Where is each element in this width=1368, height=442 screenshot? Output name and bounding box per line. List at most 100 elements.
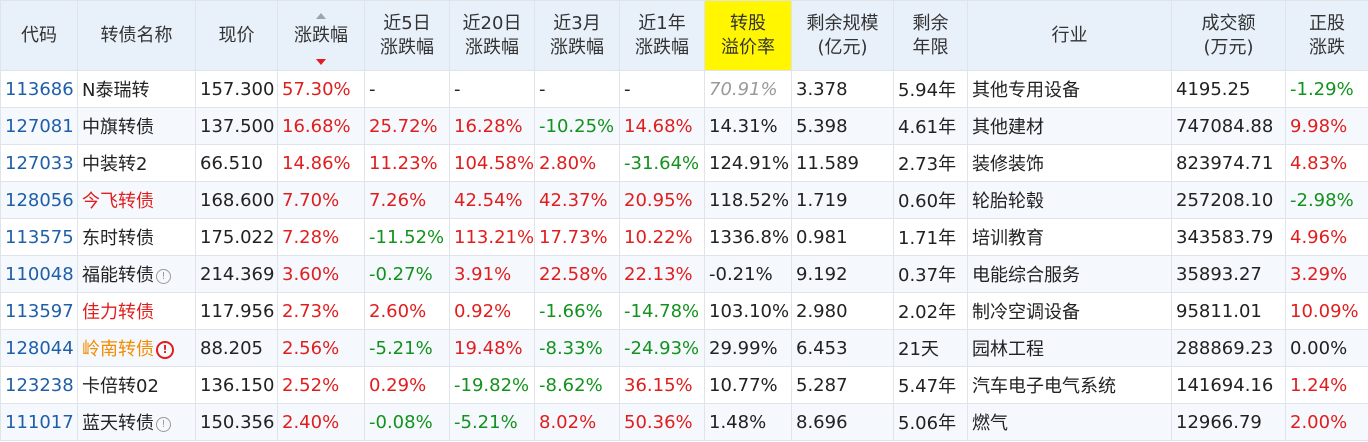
- bond-code[interactable]: 127081: [0, 107, 78, 145]
- header-change[interactable]: 涨跌幅: [277, 0, 365, 71]
- header-stock-change[interactable]: 正股 涨跌: [1285, 0, 1368, 71]
- premium-cell: 124.91%: [704, 144, 792, 182]
- bond-code[interactable]: 113575: [0, 218, 78, 256]
- scale-cell: 11.589: [791, 144, 894, 182]
- chg5d-cell: -0.08%: [364, 403, 450, 441]
- price-cell: 88.205: [195, 329, 278, 367]
- bond-name[interactable]: 中旗转债: [77, 107, 196, 145]
- table-row[interactable]: 128044 岭南转债! 88.205 2.56% -5.21% 19.48% …: [0, 329, 1368, 367]
- info-icon[interactable]: !: [156, 417, 171, 432]
- industry-cell: 电能综合服务: [967, 255, 1172, 293]
- header-industry[interactable]: 行业: [967, 0, 1172, 71]
- table-header-row: 代码 转债名称 现价 涨跌幅 近5日 涨跌幅 近20日 涨跌幅 近3月 涨跌幅 近1年…: [0, 0, 1368, 71]
- bond-name[interactable]: 东时转债: [77, 218, 196, 256]
- chg3m-cell: -10.25%: [534, 107, 620, 145]
- header-years[interactable]: 剩余 年限: [893, 0, 968, 71]
- stock-change-cell: 3.29%: [1285, 255, 1368, 293]
- bond-name[interactable]: 福能转债!: [77, 255, 196, 293]
- header-premium[interactable]: 转股 溢价率: [704, 0, 792, 71]
- chg1y-cell: -24.93%: [619, 329, 705, 367]
- table-row[interactable]: 110048 福能转债! 214.369 3.60% -0.27% 3.91% …: [0, 255, 1368, 293]
- years-cell: 5.06年: [893, 403, 968, 441]
- years-cell: 5.47年: [893, 366, 968, 404]
- bond-code[interactable]: 113686: [0, 70, 78, 108]
- price-cell: 66.510: [195, 144, 278, 182]
- header-chg3m[interactable]: 近3月 涨跌幅: [534, 0, 620, 71]
- chg5d-cell: 25.72%: [364, 107, 450, 145]
- scale-cell: 1.719: [791, 181, 894, 219]
- table-row[interactable]: 113597 佳力转债 117.956 2.73% 2.60% 0.92% -1…: [0, 292, 1368, 330]
- bond-name[interactable]: N泰瑞转: [77, 70, 196, 108]
- bond-name[interactable]: 中装转2: [77, 144, 196, 182]
- stock-change-cell: 4.96%: [1285, 218, 1368, 256]
- chg20d-cell: -5.21%: [449, 403, 535, 441]
- header-name[interactable]: 转债名称: [77, 0, 196, 71]
- chg3m-cell: 2.80%: [534, 144, 620, 182]
- change-cell: 7.70%: [277, 181, 365, 219]
- industry-cell: 装修装饰: [967, 144, 1172, 182]
- table-row[interactable]: 123238 卡倍转02 136.150 2.52% 0.29% -19.82%…: [0, 366, 1368, 404]
- bond-code[interactable]: 128056: [0, 181, 78, 219]
- bond-code[interactable]: 128044: [0, 329, 78, 367]
- scale-cell: 2.980: [791, 292, 894, 330]
- chg20d-cell: -: [449, 70, 535, 108]
- table-row[interactable]: 113575 东时转债 175.022 7.28% -11.52% 113.21…: [0, 218, 1368, 256]
- change-cell: 2.56%: [277, 329, 365, 367]
- stock-change-cell: -2.98%: [1285, 181, 1368, 219]
- header-code[interactable]: 代码: [0, 0, 78, 71]
- turnover-cell: 823974.71: [1171, 144, 1286, 182]
- chg5d-cell: 2.60%: [364, 292, 450, 330]
- table-row[interactable]: 127033 中装转2 66.510 14.86% 11.23% 104.58%…: [0, 144, 1368, 182]
- change-cell: 2.40%: [277, 403, 365, 441]
- price-cell: 175.022: [195, 218, 278, 256]
- bond-code[interactable]: 127033: [0, 144, 78, 182]
- header-chg1y[interactable]: 近1年 涨跌幅: [619, 0, 705, 71]
- scale-cell: 3.378: [791, 70, 894, 108]
- table-row[interactable]: 111017 蓝天转债! 150.356 2.40% -0.08% -5.21%…: [0, 403, 1368, 441]
- scale-cell: 9.192: [791, 255, 894, 293]
- premium-cell: 1.48%: [704, 403, 792, 441]
- chg5d-cell: 11.23%: [364, 144, 450, 182]
- info-icon[interactable]: !: [156, 269, 171, 284]
- premium-cell: 10.77%: [704, 366, 792, 404]
- chg20d-cell: -19.82%: [449, 366, 535, 404]
- bond-code[interactable]: 111017: [0, 403, 78, 441]
- chg5d-cell: -0.27%: [364, 255, 450, 293]
- price-cell: 117.956: [195, 292, 278, 330]
- chg3m-cell: -8.33%: [534, 329, 620, 367]
- header-turnover[interactable]: 成交额 (万元): [1171, 0, 1286, 71]
- chg1y-cell: 22.13%: [619, 255, 705, 293]
- industry-cell: 园林工程: [967, 329, 1172, 367]
- chg5d-cell: -11.52%: [364, 218, 450, 256]
- table-row[interactable]: 113686 N泰瑞转 157.300 57.30% - - - - 70.91…: [0, 70, 1368, 108]
- warning-icon[interactable]: !: [156, 341, 174, 359]
- turnover-cell: 35893.27: [1171, 255, 1286, 293]
- table-row[interactable]: 128056 今飞转债 168.600 7.70% 7.26% 42.54% 4…: [0, 181, 1368, 219]
- table-row[interactable]: 127081 中旗转债 137.500 16.68% 25.72% 16.28%…: [0, 107, 1368, 145]
- header-price[interactable]: 现价: [195, 0, 278, 71]
- turnover-cell: 343583.79: [1171, 218, 1286, 256]
- bond-code[interactable]: 110048: [0, 255, 78, 293]
- change-cell: 57.30%: [277, 70, 365, 108]
- price-cell: 168.600: [195, 181, 278, 219]
- chg3m-cell: 22.58%: [534, 255, 620, 293]
- header-chg20d[interactable]: 近20日 涨跌幅: [449, 0, 535, 71]
- bond-name[interactable]: 卡倍转02: [77, 366, 196, 404]
- industry-cell: 培训教育: [967, 218, 1172, 256]
- bond-name[interactable]: 蓝天转债!: [77, 403, 196, 441]
- turnover-cell: 4195.25: [1171, 70, 1286, 108]
- years-cell: 2.02年: [893, 292, 968, 330]
- price-cell: 136.150: [195, 366, 278, 404]
- premium-cell: 1336.8%: [704, 218, 792, 256]
- bond-name[interactable]: 佳力转债: [77, 292, 196, 330]
- bond-name[interactable]: 岭南转债!: [77, 329, 196, 367]
- bond-code[interactable]: 123238: [0, 366, 78, 404]
- chg20d-cell: 19.48%: [449, 329, 535, 367]
- years-cell: 0.60年: [893, 181, 968, 219]
- header-chg5d[interactable]: 近5日 涨跌幅: [364, 0, 450, 71]
- premium-cell: 14.31%: [704, 107, 792, 145]
- header-scale[interactable]: 剩余规模 (亿元): [791, 0, 894, 71]
- turnover-cell: 141694.16: [1171, 366, 1286, 404]
- bond-code[interactable]: 113597: [0, 292, 78, 330]
- bond-name[interactable]: 今飞转债: [77, 181, 196, 219]
